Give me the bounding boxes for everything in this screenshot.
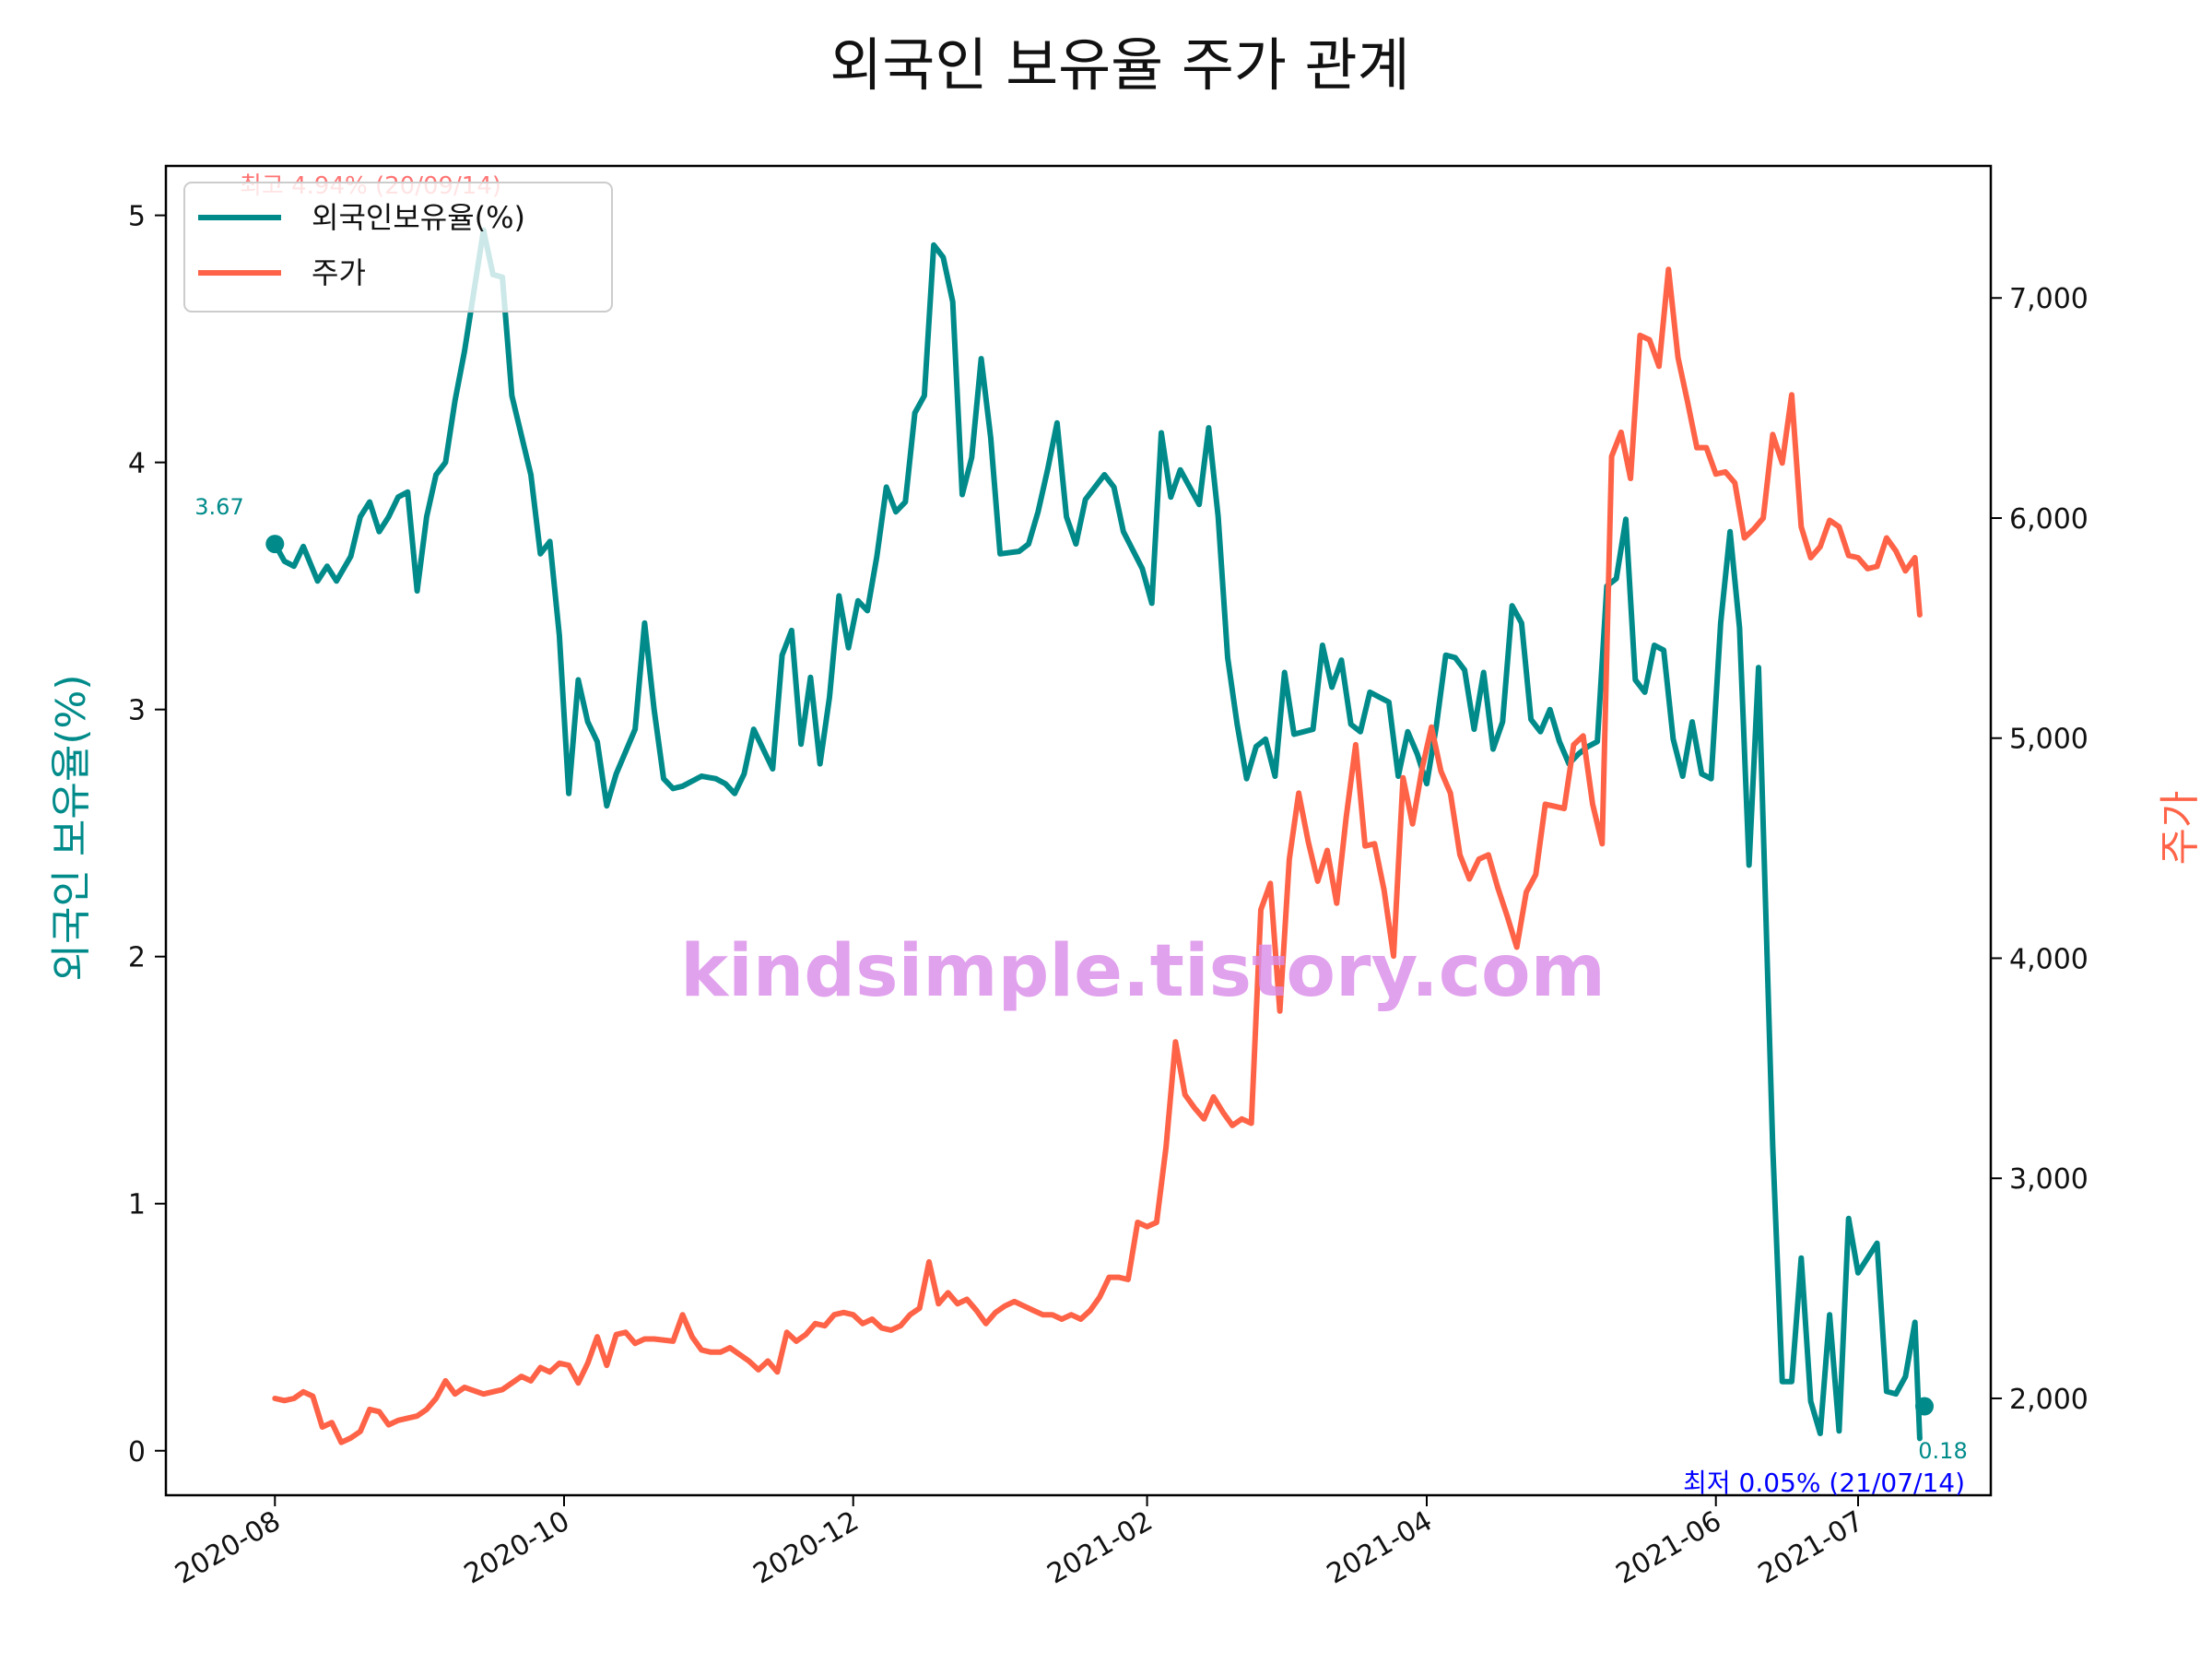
start-value-label: 3.67 (194, 494, 243, 520)
y-right-tick-label: 4,000 (2009, 943, 2088, 975)
y-right-tick-label: 3,000 (2009, 1163, 2088, 1196)
legend-label-ratio: 외국인보유율(%) (312, 200, 525, 235)
ratio-series-line (272, 227, 1923, 1442)
end-value-label: 0.18 (1918, 1438, 1967, 1464)
y-left-tick-label: 5 (128, 201, 146, 233)
legend: 외국인보유율(%) 주가 (183, 182, 613, 313)
legend-box (183, 182, 613, 313)
min-annotation: 최저 0.05% (21/07/14) (1683, 1468, 1965, 1498)
y-right-tick-label: 6,000 (2009, 503, 2088, 536)
legend-label-price: 주가 (312, 255, 366, 290)
y-left-tick-label: 4 (128, 448, 146, 480)
price-series-line (272, 266, 1923, 1445)
y-right-axis-label: 주가 (2157, 791, 2204, 866)
y-right-tick-label: 7,000 (2009, 283, 2088, 315)
chart-title: 외국인 보유율 주가 관계 (830, 31, 1410, 99)
y-left-axis-label: 외국인 보유율(%) (48, 674, 95, 981)
y-left-tick-label: 0 (128, 1436, 146, 1468)
y-left-tick-label: 3 (128, 695, 146, 727)
plot-frame (164, 164, 1993, 1497)
y-left-tick-label: 1 (128, 1189, 146, 1221)
ratio-end-marker (1915, 1397, 1934, 1416)
y-left-tick-label: 2 (128, 942, 146, 974)
y-right-tick-label: 5,000 (2009, 724, 2088, 756)
ratio-start-marker (265, 535, 285, 554)
series-layer (265, 227, 1934, 1445)
y-right-tick-label: 2,000 (2009, 1384, 2088, 1416)
watermark-text: kindsimple.tistory.com (680, 930, 1606, 1013)
